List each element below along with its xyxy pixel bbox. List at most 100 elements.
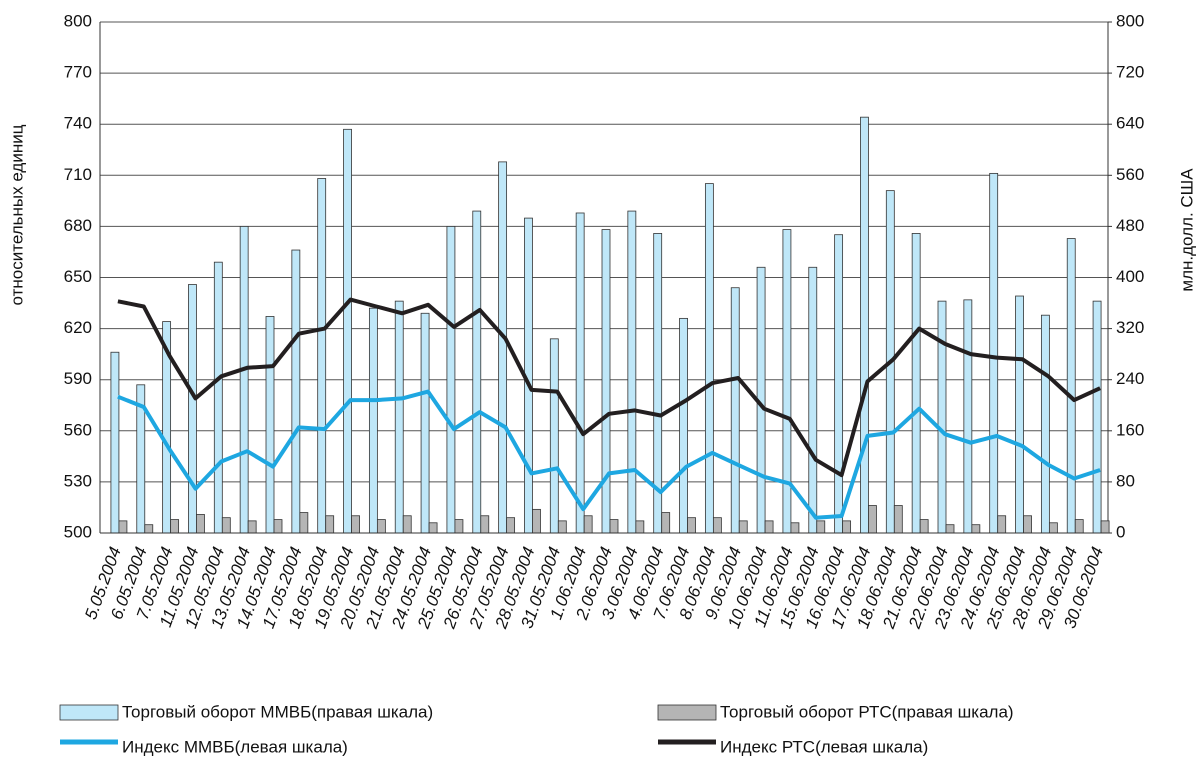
bar [635,520,645,534]
line [117,389,1101,520]
bar [704,183,714,534]
bar [1023,515,1032,534]
bar [860,116,869,534]
y2-tick-label: 800 [1116,11,1144,30]
bar [506,517,516,534]
bar [575,212,585,534]
bar [1066,238,1076,534]
bar [532,508,541,534]
bar [679,317,688,534]
y2-tick-label: 240 [1116,369,1144,388]
y-tick-label: 800 [64,11,92,30]
y2-tick-label: 0 [1116,522,1125,541]
bar [144,524,154,534]
bar [265,316,275,534]
bar [1040,314,1050,534]
bar [963,299,973,534]
bar [842,520,852,534]
bar [343,128,352,534]
bar [221,517,231,534]
bar [712,517,722,534]
bar [583,515,593,534]
bar [299,512,309,534]
bar [498,161,508,534]
bar [368,307,378,534]
y-tick-label: 620 [64,318,92,337]
y2-tick-label: 160 [1116,420,1144,439]
y2-tick-label: 80 [1116,471,1135,490]
bar [808,266,818,534]
y-tick-label: 740 [64,114,92,133]
bar [118,520,128,534]
bar [454,519,464,534]
y2-tick-label: 640 [1116,114,1144,133]
y2-tick-label: 720 [1116,63,1144,82]
bar [273,519,283,534]
bar [790,522,800,534]
y-tick-label: 650 [64,267,92,286]
bar [247,520,257,534]
y-tick-label: 560 [64,420,92,439]
y-axis-label: относительных единиц [7,124,26,305]
bar [1074,519,1084,534]
bar [893,505,903,534]
bar [549,338,559,534]
bar [480,515,490,534]
y2-tick-label: 480 [1116,216,1144,235]
bar [997,515,1007,534]
y-tick-label: 500 [64,522,92,541]
bar [945,524,955,534]
y2-tick-label: 400 [1116,267,1144,286]
bar [1092,300,1102,534]
bar [782,229,792,534]
bar [937,300,947,534]
bar [213,261,223,534]
bar [446,225,456,534]
bar [402,515,412,534]
bar [730,287,740,534]
legend-label: Торговый оборот ММВБ(правая шкала) [122,702,433,721]
bar [317,178,327,534]
bar [1015,295,1024,534]
y-tick-label: 710 [64,165,92,184]
bar [834,234,844,534]
bar [911,233,921,534]
bar [170,519,180,534]
bar [816,520,826,534]
y2-tick-label: 320 [1116,318,1144,337]
bar [1048,522,1058,534]
bar [376,519,386,534]
legend-swatch [657,704,717,721]
y-tick-label: 770 [64,63,92,82]
bar [989,172,999,534]
bar [239,225,249,534]
bar [394,300,404,534]
bar [601,229,611,534]
bar [110,351,120,534]
bar [557,520,567,534]
bar [868,505,877,534]
line [117,297,1101,478]
legend-label: Индекс РТС(левая шкала) [720,737,928,756]
bar [472,210,482,534]
bar [971,524,981,534]
bar [764,520,774,534]
bar [661,512,671,534]
bar [325,515,335,534]
legend-swatch [59,704,119,721]
bar [609,519,619,534]
bar [196,514,205,534]
legend-label: Торговый оборот РТС(правая шкала) [720,702,1014,721]
legend-label: Индекс ММВБ(левая шкала) [122,737,348,756]
bar [738,520,748,534]
bar [291,249,301,534]
bar [687,517,696,534]
bar [351,515,360,534]
y-tick-label: 590 [64,369,92,388]
bar [919,519,929,534]
y2-tick-label: 560 [1116,165,1144,184]
bar [188,284,197,534]
bar [420,312,430,534]
y-tick-label: 530 [64,471,92,490]
bar [627,210,637,534]
